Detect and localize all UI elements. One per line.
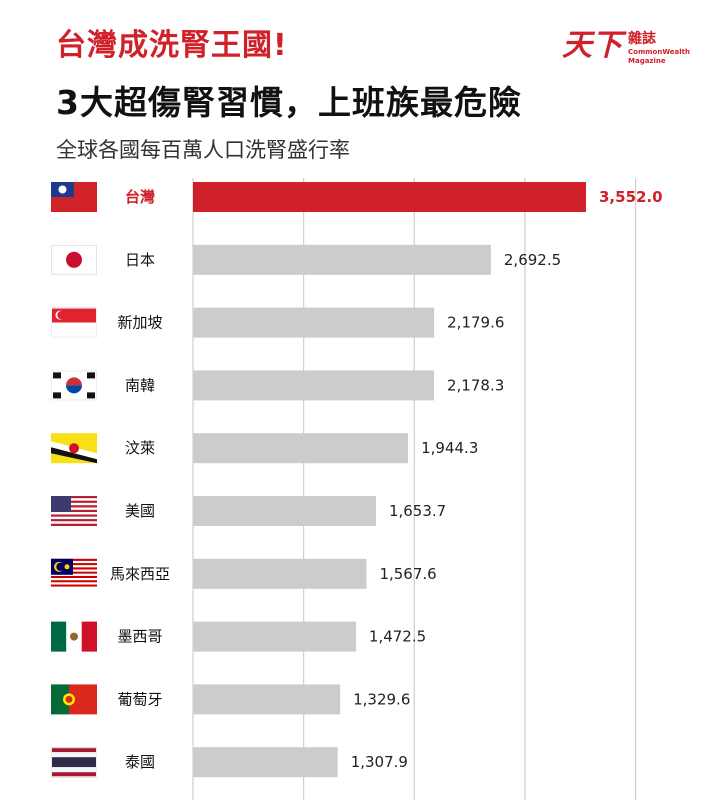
logo-name-en-2: Magazine bbox=[628, 57, 666, 65]
category-label: 日本 bbox=[125, 251, 155, 269]
commonwealth-logo: 天下 雜誌 CommonWealth Magazine bbox=[562, 26, 702, 72]
category-label: 汶萊 bbox=[125, 439, 155, 457]
value-label: 1,472.5 bbox=[369, 628, 426, 646]
subtitle: 3大超傷腎習慣，上班族最危險 bbox=[56, 83, 522, 122]
japan-flag bbox=[51, 244, 97, 275]
category-label: 南韓 bbox=[125, 376, 155, 394]
value-label: 2,692.5 bbox=[504, 251, 561, 269]
value-label: 1,944.3 bbox=[421, 439, 478, 457]
category-label: 泰國 bbox=[125, 753, 155, 771]
usa-flag bbox=[51, 496, 97, 526]
south-korea-flag bbox=[51, 370, 97, 401]
thailand-flag bbox=[51, 747, 97, 778]
bar bbox=[193, 558, 367, 589]
logo-mark: 天下 bbox=[562, 28, 622, 63]
bar bbox=[193, 621, 356, 652]
category-label: 葡萄牙 bbox=[117, 690, 162, 708]
value-label: 1,653.7 bbox=[389, 502, 446, 520]
brunei-flag bbox=[51, 433, 97, 464]
category-label: 台灣 bbox=[125, 188, 155, 206]
mexico-flag bbox=[51, 621, 97, 652]
portugal-flag bbox=[51, 684, 97, 715]
headline: 台灣成洗腎王國! bbox=[56, 28, 288, 63]
logo-name-en: CommonWealth Magazine bbox=[628, 48, 690, 66]
value-label: 1,329.6 bbox=[353, 690, 410, 708]
bar bbox=[193, 244, 491, 275]
bar bbox=[193, 496, 376, 526]
bar bbox=[193, 370, 435, 401]
bar bbox=[193, 684, 341, 715]
bar bbox=[193, 307, 435, 338]
logo-name-cn: 雜誌 bbox=[628, 31, 656, 47]
value-label: 1,307.9 bbox=[351, 753, 408, 771]
category-label: 美國 bbox=[125, 502, 155, 520]
value-label: 1,567.6 bbox=[379, 565, 436, 583]
category-label: 新加坡 bbox=[117, 314, 162, 332]
category-label: 墨西哥 bbox=[117, 628, 162, 646]
logo-name-en-1: CommonWealth bbox=[628, 48, 690, 56]
malaysia-flag bbox=[51, 558, 97, 589]
value-label: 3,552.0 bbox=[599, 188, 663, 206]
category-label: 馬來西亞 bbox=[110, 565, 170, 583]
value-label: 2,179.6 bbox=[447, 314, 504, 332]
value-label: 2,178.3 bbox=[447, 376, 504, 394]
chart-caption: 全球各國每百萬人口洗腎盛行率 bbox=[56, 138, 350, 162]
bar bbox=[193, 182, 586, 212]
bar bbox=[193, 747, 338, 778]
taiwan-flag bbox=[51, 182, 97, 212]
singapore-flag bbox=[51, 307, 97, 338]
bar bbox=[193, 433, 409, 464]
